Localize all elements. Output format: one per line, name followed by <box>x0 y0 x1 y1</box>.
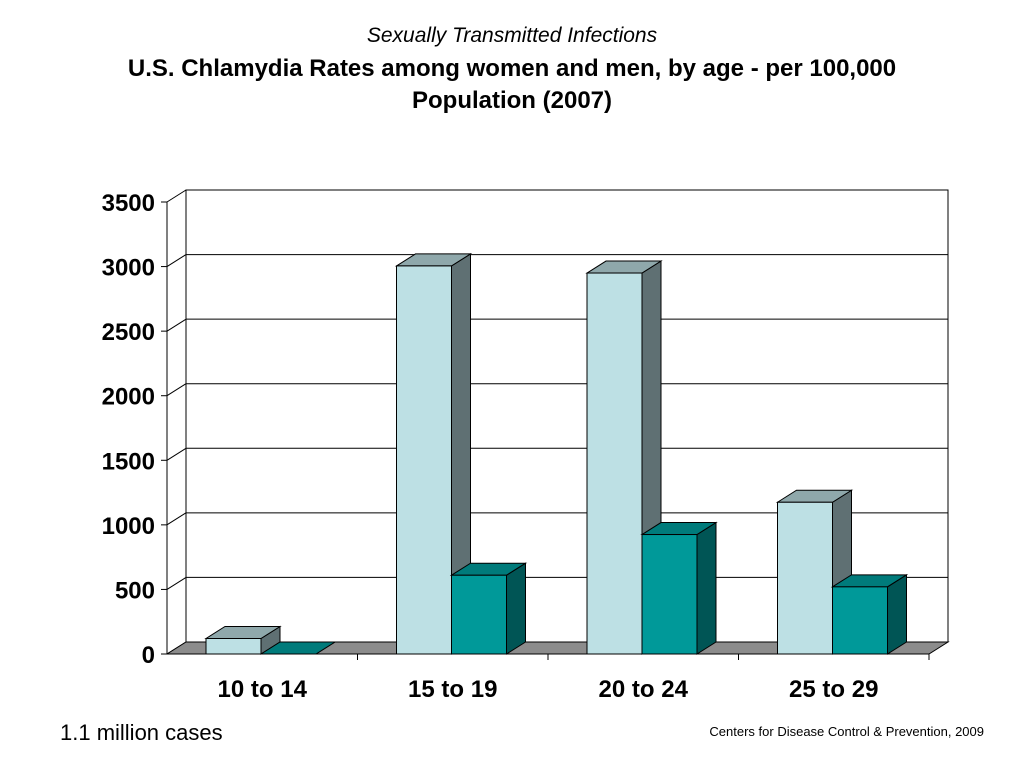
y-tick-label: 3500 <box>102 190 155 217</box>
wall-gridline <box>166 577 187 590</box>
y-tick-label: 1000 <box>102 513 155 540</box>
bar <box>396 265 452 655</box>
bar-side <box>887 573 907 655</box>
bar <box>777 501 833 655</box>
chart-supertitle: Sexually Transmitted Infections <box>366 24 658 47</box>
y-tick-label: 500 <box>115 577 155 604</box>
wall-gridline <box>166 447 187 461</box>
cases-note: 1.1 million cases <box>60 720 223 745</box>
bar-side <box>506 562 526 655</box>
source-note: Centers for Disease Control & Prevention… <box>709 724 984 739</box>
bar <box>451 574 507 655</box>
wall-gridline <box>166 189 187 203</box>
wall-gridline <box>166 512 187 526</box>
chart-title: U.S. Chlamydia Rates among women and men… <box>127 55 897 114</box>
y-tick-label: 3000 <box>102 255 155 282</box>
x-tick-label: 25 to 29 <box>789 676 878 703</box>
wall-gridline <box>166 383 187 397</box>
y-tick-label: 2500 <box>102 319 155 346</box>
x-axis-labels: 10 to 14 15 to 19 20 to 24 25 to 29 <box>167 653 930 703</box>
bars <box>204 253 909 655</box>
bar-side <box>696 521 717 655</box>
x-tick-label: 20 to 24 <box>599 676 689 703</box>
wall-gridline <box>166 254 187 267</box>
y-axis: 0 500 1000 1500 2000 2500 3000 3500 <box>102 190 187 669</box>
bar <box>641 534 698 655</box>
y-tick-label: 0 <box>142 642 155 669</box>
bar <box>832 586 888 655</box>
x-tick-label: 10 to 14 <box>218 676 308 703</box>
y-tick-label: 2000 <box>102 384 155 411</box>
bar <box>586 272 643 655</box>
wall-gridline <box>166 318 187 332</box>
x-tick-label: 15 to 19 <box>408 676 497 703</box>
y-tick-label: 1500 <box>102 448 155 475</box>
bar <box>205 638 262 655</box>
